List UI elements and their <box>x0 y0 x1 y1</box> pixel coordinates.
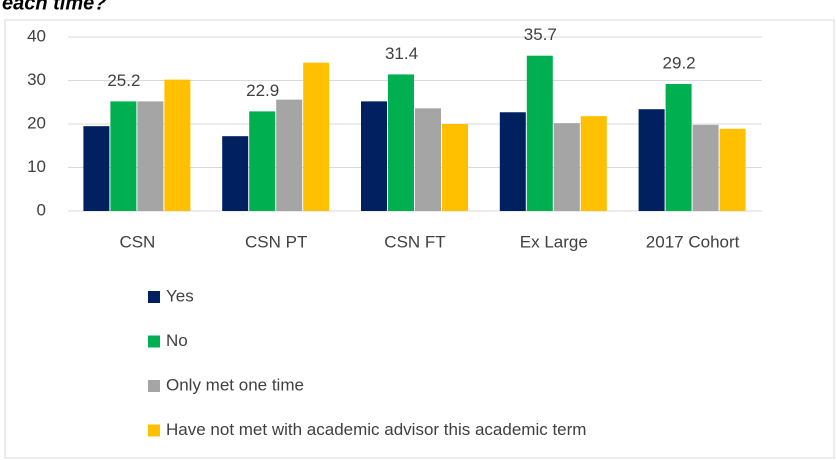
bar <box>388 74 414 211</box>
data-label: 31.4 <box>385 44 418 63</box>
bar <box>665 83 692 211</box>
bar <box>415 108 441 211</box>
bar <box>526 55 553 211</box>
data-label: 35.7 <box>524 25 557 44</box>
bar <box>83 126 110 211</box>
bar <box>164 79 191 211</box>
data-label: 25.2 <box>107 71 140 90</box>
bar <box>442 124 468 211</box>
x-tick-label: CSN PT <box>245 232 307 251</box>
legend-label: No <box>166 331 188 350</box>
bar <box>303 62 330 211</box>
bar <box>249 111 276 211</box>
bar <box>638 109 665 211</box>
y-tick-label: 20 <box>27 113 46 132</box>
bar <box>719 128 746 211</box>
legend-label: Only met one time <box>166 375 304 394</box>
legend-swatch <box>148 424 160 437</box>
legend-swatch <box>148 335 160 348</box>
x-tick-label: CSN FT <box>384 232 445 251</box>
x-tick-label: Ex Large <box>520 232 588 251</box>
legend-label: Yes <box>166 286 194 305</box>
x-tick-label: CSN <box>119 232 155 251</box>
chart-frame <box>4 19 835 459</box>
data-label: 22.9 <box>246 81 279 100</box>
bar <box>276 99 303 211</box>
y-tick-label: 0 <box>37 200 46 219</box>
data-label: 29.2 <box>663 53 696 72</box>
bar <box>137 101 164 211</box>
bar <box>580 116 607 211</box>
bar <box>222 136 249 211</box>
legend-swatch <box>148 291 160 303</box>
bar <box>553 123 580 211</box>
bar <box>361 101 387 211</box>
bar <box>110 101 137 211</box>
legend-label: Have not met with academic advisor this … <box>166 420 586 439</box>
chart-title: each time? <box>2 0 106 14</box>
y-tick-label: 40 <box>27 26 46 45</box>
y-tick-label: 30 <box>27 70 46 89</box>
x-tick-label: 2017 Cohort <box>646 232 740 251</box>
y-tick-label: 10 <box>27 157 46 176</box>
legend-swatch <box>148 380 160 392</box>
bar <box>499 112 526 211</box>
bar <box>692 124 719 211</box>
